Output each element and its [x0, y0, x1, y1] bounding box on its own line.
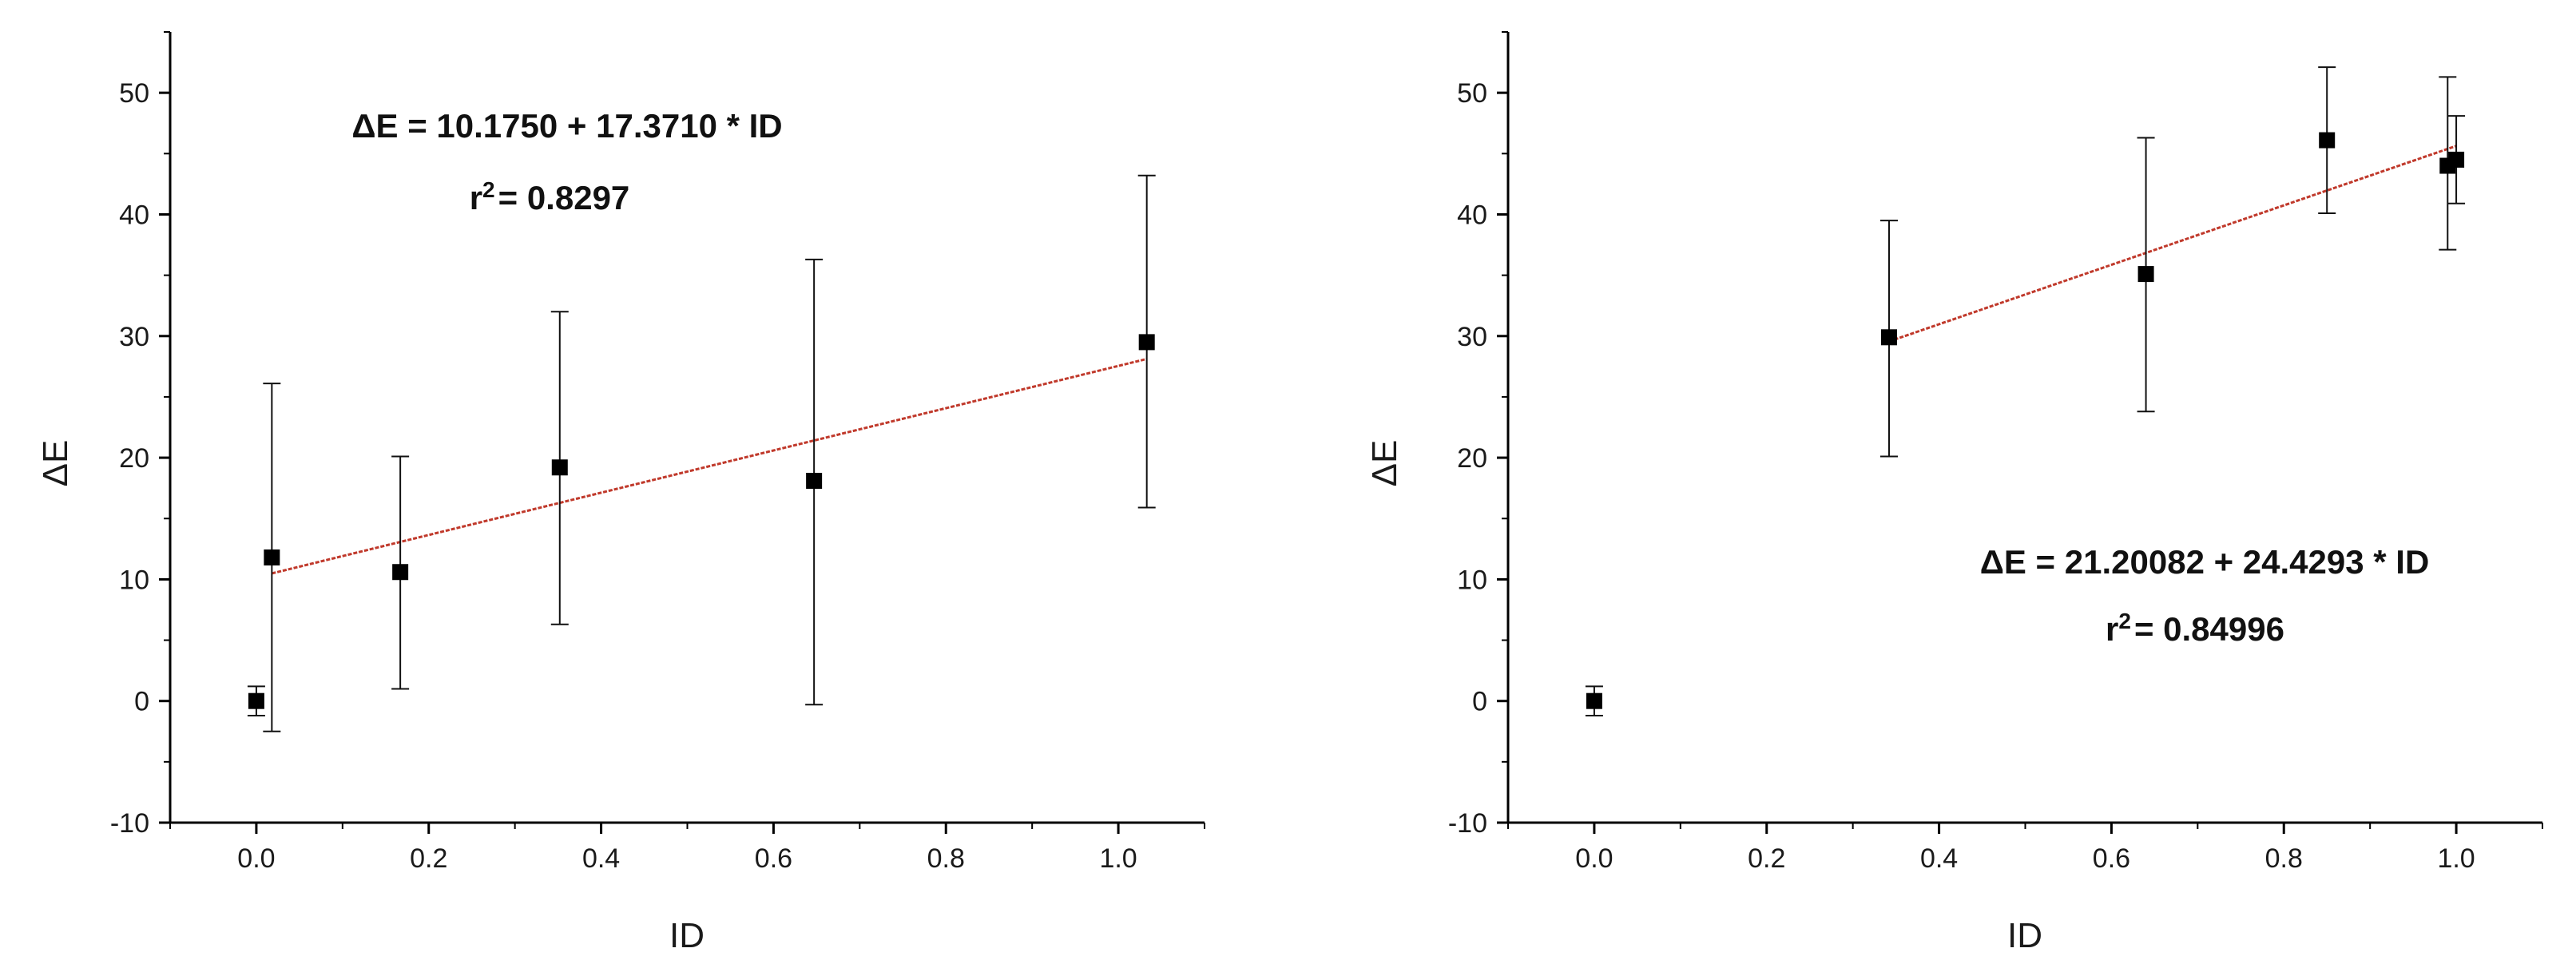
right-fit-line — [1888, 145, 2457, 343]
left-fit-equation: ΔE = 10.1750 + 17.3710 * ID — [351, 107, 782, 145]
left-data-point — [264, 549, 280, 565]
left-fit-line — [271, 357, 1148, 575]
left-x-tick-label: 0.6 — [755, 843, 792, 874]
left-r-squared: r2= 0.8297 — [470, 177, 630, 217]
left-x-tick-label: 1.0 — [1099, 843, 1137, 874]
right-x-tick-label: 0.4 — [1920, 843, 1958, 874]
right-x-tick-label: 0.8 — [2265, 843, 2303, 874]
left-data-point — [806, 473, 823, 490]
left-x-tick-label: 0.8 — [927, 843, 965, 874]
right-y-axis-title: ΔE — [1365, 440, 1404, 487]
right-r-squared: r2= 0.84996 — [2106, 609, 2284, 649]
right-y-tick-label: 20 — [1457, 443, 1487, 474]
right-data-point — [1586, 692, 1602, 709]
right-y-tick-label: 0 — [1472, 687, 1487, 717]
left-y-tick-label: 40 — [119, 200, 149, 230]
left-y-tick-label: 30 — [119, 322, 149, 352]
right-x-tick-label: 1.0 — [2437, 843, 2475, 874]
right-x-tick-label: 0.0 — [1575, 843, 1613, 874]
left-data-point — [1138, 334, 1155, 351]
left-y-axis-title: ΔE — [36, 440, 75, 487]
right-y-tick-label: -10 — [1448, 808, 1487, 839]
right-data-point — [2319, 132, 2336, 149]
left-data-point — [392, 564, 409, 581]
right-fit-equation: ΔE = 21.20082 + 24.4293 * ID — [1980, 543, 2430, 581]
left-data-point — [551, 459, 568, 476]
right-y-tick-label: 10 — [1457, 565, 1487, 595]
right-data-point — [1880, 329, 1897, 346]
left-y-tick-label: 10 — [119, 565, 149, 595]
left-y-tick-label: 50 — [119, 78, 149, 109]
left-x-axis-title: ID — [669, 916, 705, 955]
right-data-point — [2448, 151, 2465, 168]
right-x-tick-label: 0.2 — [1748, 843, 1785, 874]
left-data-point — [248, 692, 264, 709]
right-y-tick-label: 30 — [1457, 322, 1487, 352]
right-data-point — [2137, 266, 2154, 283]
right-x-tick-label: 0.6 — [2093, 843, 2130, 874]
left-x-tick-label: 0.0 — [237, 843, 275, 874]
right-y-tick-label: 40 — [1457, 200, 1487, 230]
left-y-tick-label: 20 — [119, 443, 149, 474]
left-chart-panel: ΔE = 10.1750 + 17.3710 * ID r2= 0.8297 I… — [36, 31, 1205, 955]
left-y-tick-label: -10 — [110, 808, 149, 839]
left-x-tick-label: 0.2 — [410, 843, 447, 874]
left-x-tick-label: 0.4 — [582, 843, 620, 874]
right-x-axis-title: ID — [2007, 916, 2042, 955]
right-y-tick-label: 50 — [1457, 78, 1487, 109]
right-chart-panel: ΔE = 21.20082 + 24.4293 * ID r2= 0.84996… — [1365, 31, 2543, 955]
left-y-tick-label: 0 — [134, 687, 149, 717]
